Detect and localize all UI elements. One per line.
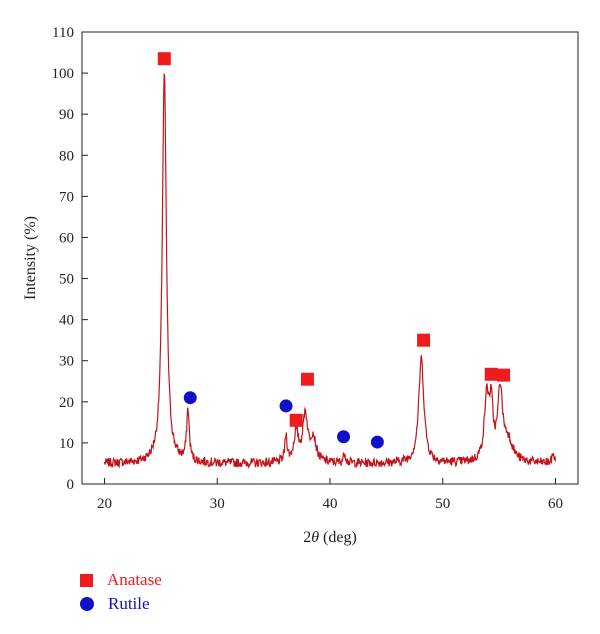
xrd-chart: 0 10 20 30 40 50 60 70 80 90 100 110 20 30 40 50 60 2θ … (22, 25, 579, 546)
y-tick-label: 40 (59, 313, 74, 329)
anatase-marker (289, 413, 303, 427)
y-tick-label: 60 (59, 230, 74, 246)
anatase-square-marker-icon (80, 573, 93, 587)
x-axis: 20 30 40 50 60 (97, 478, 563, 512)
x-tick-label: 40 (323, 496, 338, 512)
x-tick-label: 60 (548, 496, 563, 512)
rutile-marker (370, 435, 384, 449)
phase-markers (157, 52, 511, 449)
legend-label-anatase: Anatase (107, 570, 162, 589)
y-tick-label: 70 (59, 189, 74, 205)
y-tick-label: 80 (59, 148, 74, 164)
y-tick-label: 50 (59, 272, 74, 288)
y-tick-label: 90 (59, 107, 74, 123)
anatase-marker (300, 372, 314, 386)
legend-item-anatase: Anatase (80, 570, 162, 590)
y-tick-label: 100 (52, 66, 75, 82)
y-tick-label: 110 (52, 25, 74, 41)
legend-item-rutile: Rutile (80, 594, 150, 614)
y-axis-title: Intensity (%) (22, 216, 39, 300)
legend-label-rutile: Rutile (108, 594, 150, 613)
x-tick-label: 50 (435, 496, 450, 512)
rutile-marker (183, 391, 197, 405)
anatase-marker (497, 368, 511, 382)
anatase-marker (484, 367, 498, 381)
rutile-circle-marker-icon (80, 597, 94, 611)
anatase-marker (157, 52, 171, 66)
x-axis-title: 2θ (deg) (303, 529, 357, 546)
xrd-pattern-line (103, 73, 557, 470)
rutile-marker (279, 399, 293, 413)
x-tick-label: 30 (210, 496, 225, 512)
y-tick-label: 0 (67, 477, 75, 493)
anatase-marker (417, 333, 431, 347)
y-tick-label: 10 (59, 436, 74, 452)
y-tick-label: 30 (59, 354, 74, 370)
rutile-marker (337, 430, 351, 444)
y-tick-label: 20 (59, 395, 74, 411)
x-tick-label: 20 (97, 496, 112, 512)
y-axis: 0 10 20 30 40 50 60 70 80 90 100 110 (52, 25, 88, 493)
